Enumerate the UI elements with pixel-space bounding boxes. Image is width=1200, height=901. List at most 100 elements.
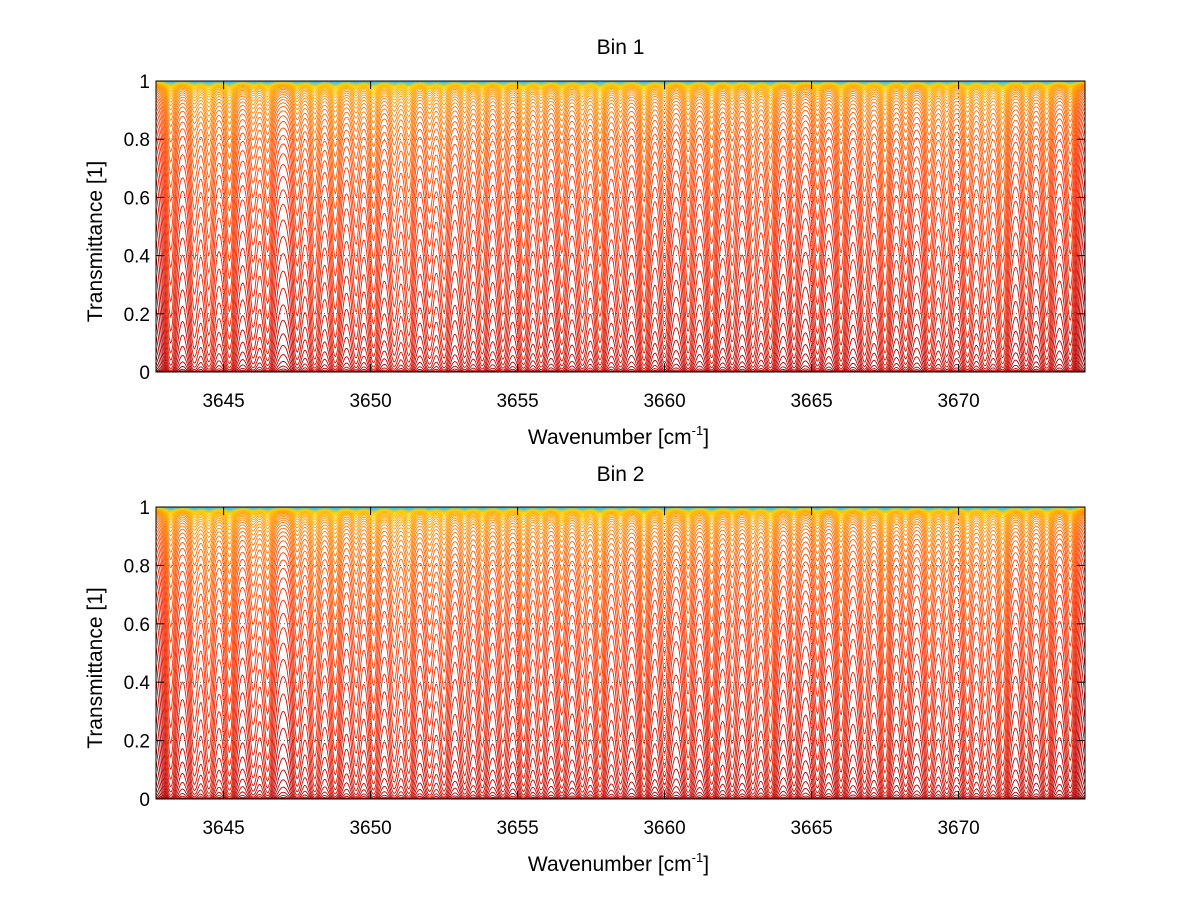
spectrum-line xyxy=(156,82,1085,100)
x-axis-label-tail: ] xyxy=(703,426,709,449)
spectrum-line xyxy=(156,155,1085,361)
spectrum-line xyxy=(156,517,1085,602)
spectrum-line xyxy=(156,507,1085,517)
spectrum-line xyxy=(156,575,1085,781)
spectrum-line xyxy=(156,655,1085,799)
spectrum-line xyxy=(156,81,1085,89)
x-tick-label: 3655 xyxy=(496,391,538,412)
spectrum-line xyxy=(156,507,1085,521)
spectrum-line xyxy=(156,539,1085,713)
spectrum-line xyxy=(156,84,1085,121)
chart-title: Bin 1 xyxy=(597,36,645,59)
spectrum-line xyxy=(156,178,1085,369)
x-axis-label-superscript: -1 xyxy=(692,850,704,865)
spectrum-line xyxy=(156,88,1085,153)
x-tick-label: 3650 xyxy=(349,391,391,412)
spectrum-line xyxy=(156,81,1085,95)
spectrum-line xyxy=(156,672,1085,799)
spectrum-line xyxy=(156,586,1085,788)
x-tick-label: 3665 xyxy=(790,391,832,412)
spectrum-line xyxy=(156,85,1085,128)
spectrum-line xyxy=(156,222,1085,372)
spectrum-line xyxy=(156,534,1085,696)
spectrum-line xyxy=(156,551,1085,745)
y-axis-label: Transmittance [1] xyxy=(84,587,107,748)
spectrum-line xyxy=(156,99,1085,234)
spectrum-line xyxy=(156,81,1085,90)
x-tick-label: 3650 xyxy=(349,818,391,839)
spectrum-line xyxy=(156,103,1085,251)
spectrum-line xyxy=(156,510,1085,547)
x-tick-label: 3660 xyxy=(643,818,685,839)
spectrum-line xyxy=(156,530,1085,678)
spectrum-line xyxy=(156,97,1085,218)
spectrum-line xyxy=(156,94,1085,203)
x-tick-label: 3645 xyxy=(202,818,244,839)
spectrum-line xyxy=(156,82,1085,103)
y-tick-label: 0.4 xyxy=(124,247,151,268)
x-axis-label-main: Wavenumber [cm xyxy=(528,426,692,449)
x-tick-label: 3670 xyxy=(937,391,979,412)
spectrum-line xyxy=(156,92,1085,188)
y-tick-label: 0.8 xyxy=(124,556,150,577)
axes-box xyxy=(155,506,1086,800)
spectrum-line xyxy=(156,509,1085,537)
y-tick-label: 0.2 xyxy=(124,305,150,326)
spectrum-line xyxy=(156,558,1085,759)
spectrum-line xyxy=(156,512,1085,561)
spectrum-line xyxy=(156,192,1085,371)
spectrum-line xyxy=(156,83,1085,116)
spectrum-line xyxy=(156,506,1085,509)
spectrum-line xyxy=(156,511,1085,554)
spectrum-line xyxy=(156,508,1085,523)
spectrum-line xyxy=(156,524,1085,645)
spectrum-line xyxy=(156,81,1085,91)
x-tick-label: 3670 xyxy=(937,818,979,839)
spectrum-line xyxy=(156,508,1085,526)
spectrum-line xyxy=(156,122,1085,318)
spectrum-line xyxy=(156,129,1085,332)
spectrum-line xyxy=(156,519,1085,615)
spectrum-line xyxy=(156,116,1085,303)
x-tick-label: 3645 xyxy=(202,391,244,412)
y-tick-label: 1 xyxy=(139,498,150,519)
spectrum-line xyxy=(156,85,1085,135)
y-tick-label: 0 xyxy=(139,363,150,384)
spectrum-line xyxy=(156,521,1085,629)
y-tick-label: 1 xyxy=(139,72,150,93)
spectrum-line xyxy=(156,513,1085,570)
spectrum-line xyxy=(156,136,1085,344)
x-axis-label: Wavenumber [cm-1] xyxy=(528,850,709,876)
spectrum-line xyxy=(156,507,1085,514)
spectrum-line xyxy=(156,81,1085,93)
x-axis-label-tail: ] xyxy=(703,853,709,876)
spectrum-line xyxy=(156,507,1085,515)
axes-box xyxy=(155,80,1086,373)
y-tick-label: 0.6 xyxy=(124,615,150,636)
x-axis-label-main: Wavenumber [cm xyxy=(528,853,692,876)
chart-title: Bin 2 xyxy=(597,463,645,486)
chart-bin-2: 3645 3650 3655 3660 3665 3670 0 0.2 0.4 0.6 0.8 1 Bi… xyxy=(84,463,1086,876)
spectrum-line xyxy=(156,508,1085,529)
x-tick-label: 3665 xyxy=(790,818,832,839)
spectrum-line xyxy=(156,507,1085,519)
spectrum-line xyxy=(156,514,1085,579)
spectrum-line xyxy=(156,597,1085,793)
spectrum-line xyxy=(156,509,1085,533)
y-tick-label: 0.2 xyxy=(124,732,150,753)
spectrum-line xyxy=(156,81,1085,88)
plot-area xyxy=(156,81,1085,372)
spectrum-line xyxy=(156,90,1085,175)
y-tick-label: 0.6 xyxy=(124,188,150,209)
spectrum-line xyxy=(156,81,1085,87)
spectrum-line xyxy=(156,544,1085,730)
spectrum-line xyxy=(156,111,1085,286)
spectrum-line xyxy=(156,527,1085,661)
spectrum-line xyxy=(156,624,1085,798)
x-tick-label: 3660 xyxy=(643,391,685,412)
y-tick-label: 0.8 xyxy=(124,130,150,151)
spectrum-line xyxy=(156,566,1085,771)
spectrum-line xyxy=(156,83,1085,111)
y-tick-label: 0.4 xyxy=(124,673,151,694)
